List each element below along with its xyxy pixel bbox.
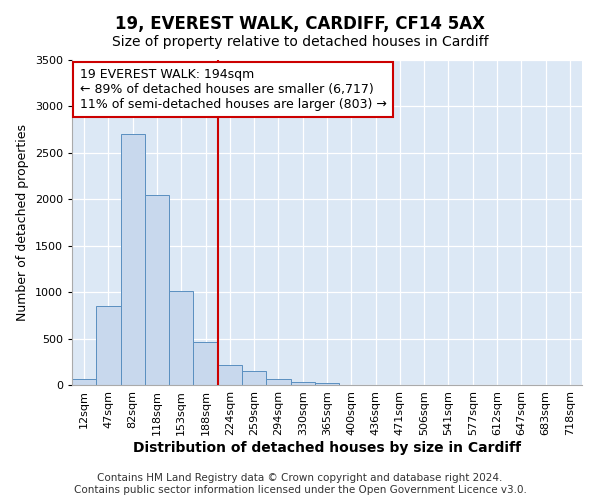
Bar	[242, 371, 266, 385]
Bar	[266, 378, 290, 385]
Y-axis label: Number of detached properties: Number of detached properties	[16, 124, 29, 321]
Bar	[290, 382, 315, 385]
Bar	[96, 306, 121, 385]
Bar	[315, 383, 339, 385]
Text: Size of property relative to detached houses in Cardiff: Size of property relative to detached ho…	[112, 35, 488, 49]
X-axis label: Distribution of detached houses by size in Cardiff: Distribution of detached houses by size …	[133, 440, 521, 454]
Text: Contains HM Land Registry data © Crown copyright and database right 2024.
Contai: Contains HM Land Registry data © Crown c…	[74, 474, 526, 495]
Bar	[72, 380, 96, 385]
Bar	[218, 365, 242, 385]
Bar	[193, 342, 218, 385]
Text: 19 EVEREST WALK: 194sqm
← 89% of detached houses are smaller (6,717)
11% of semi: 19 EVEREST WALK: 194sqm ← 89% of detache…	[80, 68, 386, 111]
Bar	[121, 134, 145, 385]
Bar	[145, 194, 169, 385]
Bar	[169, 291, 193, 385]
Text: 19, EVEREST WALK, CARDIFF, CF14 5AX: 19, EVEREST WALK, CARDIFF, CF14 5AX	[115, 15, 485, 33]
